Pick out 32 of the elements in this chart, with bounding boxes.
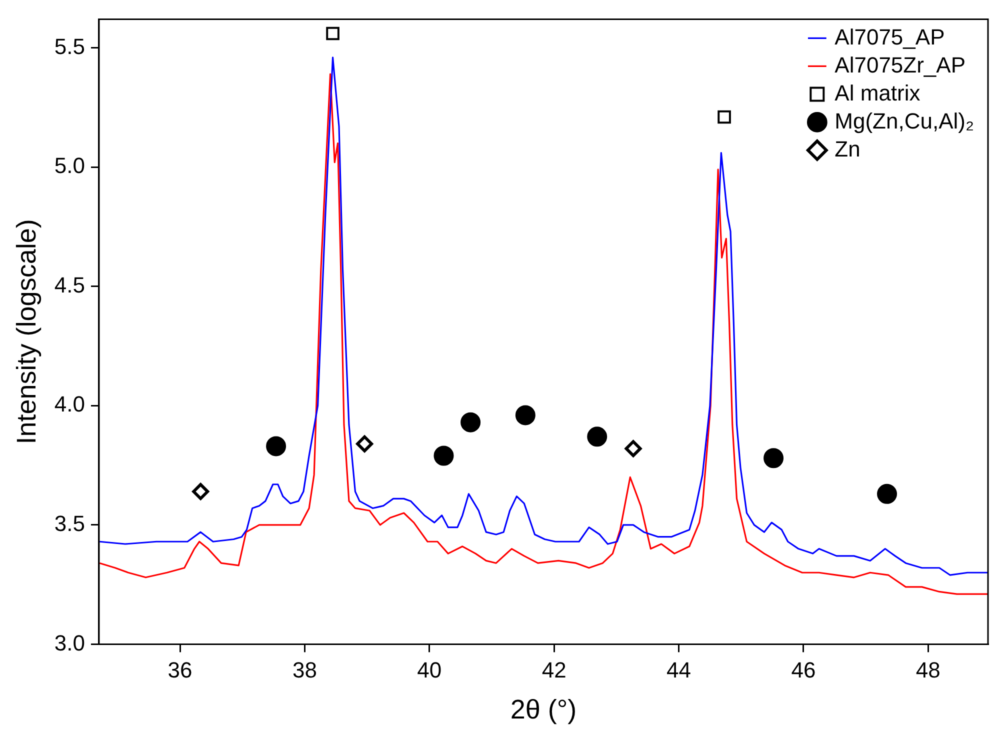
legend-label: Al matrix: [834, 80, 920, 106]
point: [624, 440, 642, 458]
y-tick-label: 3.5: [54, 510, 85, 536]
point: [877, 484, 898, 504]
y-tick-label: 4.5: [54, 272, 85, 298]
y-tick-label: 5.5: [54, 34, 85, 59]
y-tick-label: 5.0: [54, 153, 85, 178]
legend-label: Mg(Zn,Cu,Al)₂: [834, 108, 974, 134]
legend-label: Al7075Zr_AP: [834, 52, 966, 78]
point: [764, 448, 784, 468]
x-tick-label: 48: [916, 657, 940, 682]
x-axis-title: 2θ (°): [510, 694, 577, 724]
legend-label: Al7075_AP: [834, 24, 945, 50]
y-tick-label: 3.0: [54, 630, 85, 656]
point: [192, 483, 210, 500]
x-tick-label: 44: [666, 657, 692, 682]
x-tick-label: 40: [417, 657, 442, 682]
point: [326, 26, 340, 40]
x-tick-label: 46: [791, 657, 816, 682]
point: [356, 435, 374, 452]
point: [460, 412, 481, 432]
legend-label: Zn: [834, 136, 860, 162]
point: [266, 436, 286, 456]
x-tick-label: 42: [542, 657, 566, 682]
y-tick-label: 4.0: [54, 392, 85, 417]
point: [515, 405, 536, 426]
point: [434, 446, 454, 466]
y-axis-title: Intensity (logscale): [12, 219, 42, 444]
x-tick-label: 36: [168, 657, 192, 682]
point: [718, 110, 731, 124]
point: [587, 426, 608, 447]
x-tick-label: 38: [292, 657, 317, 682]
